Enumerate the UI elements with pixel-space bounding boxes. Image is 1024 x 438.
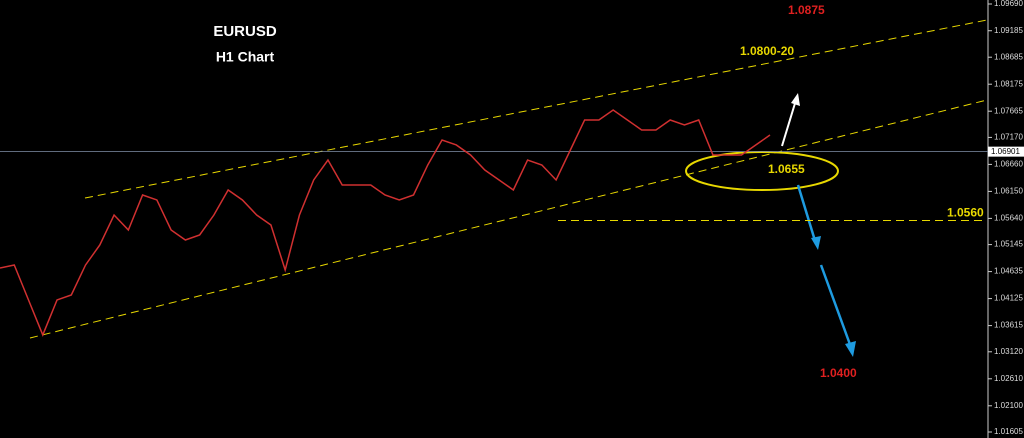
y-tick-label: 1.09185 (994, 26, 1023, 35)
y-tick-label: 1.02100 (994, 401, 1023, 410)
y-tick-label: 1.09690 (994, 0, 1023, 8)
y-tick-label: 1.02610 (994, 374, 1023, 383)
target-label: 1.0400 (820, 366, 857, 380)
up-arrow-head (791, 93, 800, 106)
y-tick-label: 1.08175 (994, 79, 1023, 88)
y-tick-label: 1.04125 (994, 294, 1023, 303)
y-tick-label: 1.06150 (994, 187, 1023, 196)
y-tick-label: 1.07665 (994, 106, 1023, 115)
y-tick-label: 1.06660 (994, 160, 1023, 169)
channel-label: 1.0800-20 (740, 44, 794, 58)
current-price-box (988, 146, 1024, 157)
y-tick-label: 1.07170 (994, 133, 1023, 142)
current-price-label: 1.06901 (991, 147, 1020, 156)
up-arrow (781, 99, 797, 147)
down-arrow-head (845, 341, 856, 357)
channel-lower (29, 99, 988, 339)
pivot-label: 1.0655 (768, 162, 805, 176)
chart-subtitle: H1 Chart (216, 49, 275, 65)
y-tick-label: 1.05145 (994, 240, 1023, 249)
down-arrow (819, 264, 854, 351)
y-tick-label: 1.05640 (994, 214, 1023, 223)
target-label: 1.0875 (788, 3, 825, 17)
y-tick-label: 1.03120 (994, 347, 1023, 356)
support-label: 1.0560 (947, 206, 984, 220)
down-arrow (796, 184, 818, 245)
channel-upper (84, 19, 988, 199)
y-tick-label: 1.08685 (994, 52, 1023, 61)
price-line (0, 109, 771, 337)
y-tick-label: 1.01605 (994, 427, 1023, 436)
y-tick-label: 1.04635 (994, 267, 1023, 276)
chart-title: EURUSD (213, 23, 277, 40)
y-tick-label: 1.03615 (994, 321, 1023, 330)
down-arrow-head (811, 236, 821, 250)
